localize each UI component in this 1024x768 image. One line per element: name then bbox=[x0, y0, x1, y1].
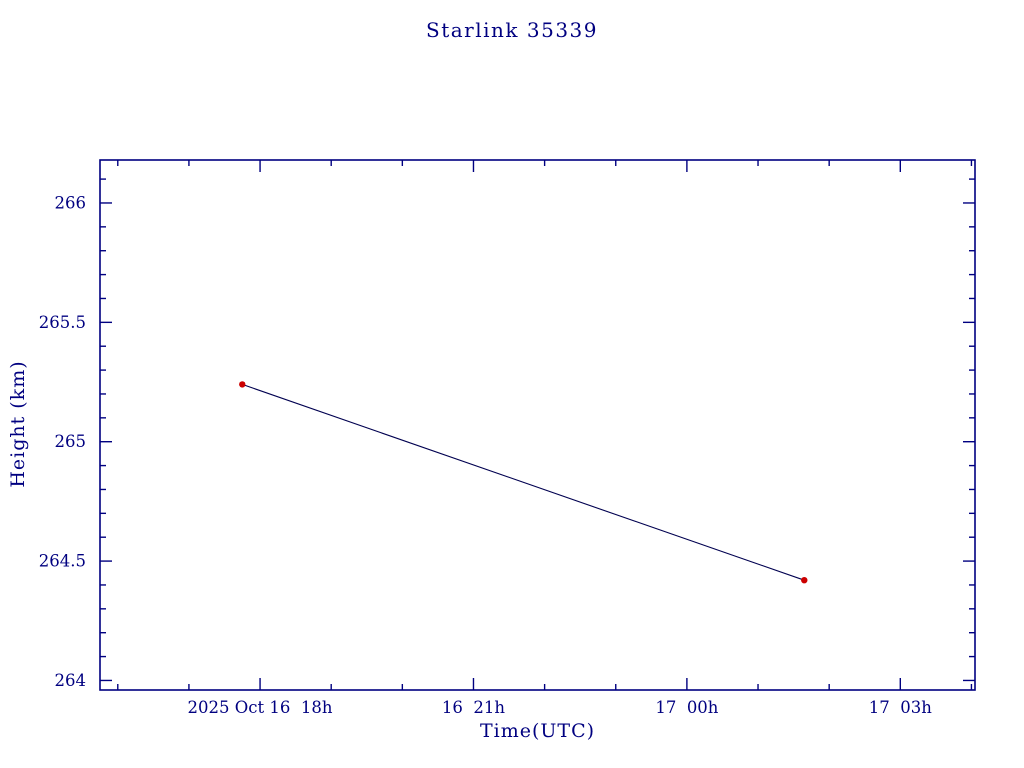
x-tick-label: 17 03h bbox=[869, 698, 932, 717]
x-axis-title: Time(UTC) bbox=[479, 720, 596, 742]
plot-border bbox=[99, 159, 976, 691]
x-tick-label: 17 00h bbox=[655, 698, 718, 717]
data-point-marker bbox=[239, 381, 246, 388]
x-tick-label: 16 21h bbox=[442, 698, 505, 717]
data-point-marker bbox=[801, 576, 808, 584]
y-tick-label: 266 bbox=[55, 193, 87, 212]
chart-title: Starlink 35339 bbox=[426, 18, 598, 42]
y-tick-label: 265.5 bbox=[39, 313, 86, 332]
y-tick-label: 264.5 bbox=[39, 552, 86, 571]
y-tick-label: 264 bbox=[55, 671, 87, 690]
y-tick-label: 265 bbox=[55, 432, 87, 451]
x-tick-label: 2025 Oct 16 18h bbox=[188, 698, 333, 717]
height-trend-line bbox=[242, 383, 805, 581]
